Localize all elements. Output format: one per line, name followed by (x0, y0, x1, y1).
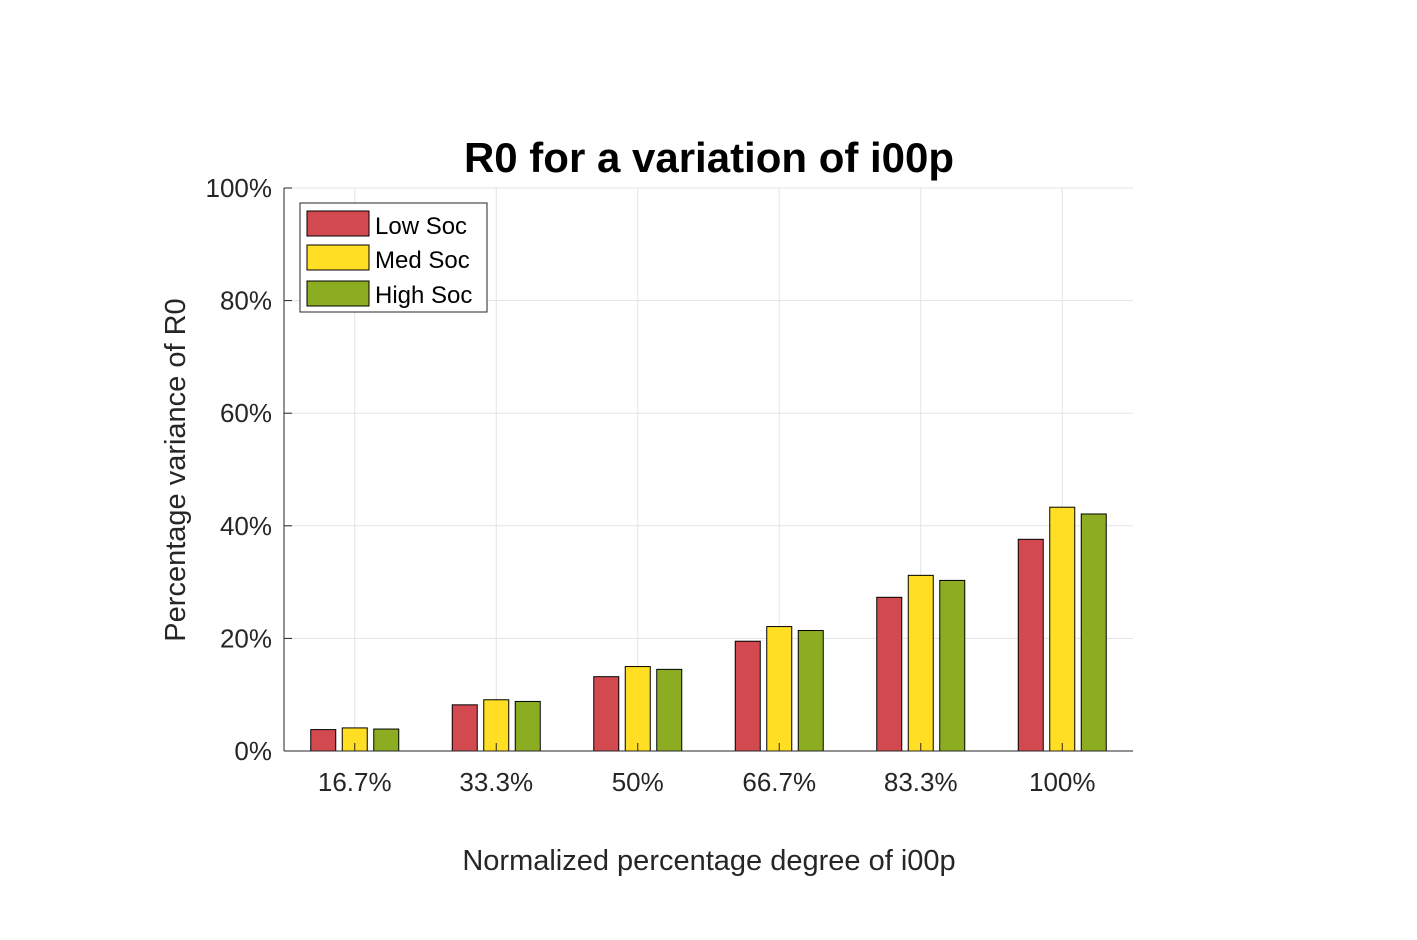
y-tick-label: 60% (220, 398, 272, 428)
bar-low-soc-83-3 (876, 596, 903, 752)
bar-high-soc-16-7 (373, 728, 400, 752)
axes (283, 188, 1133, 752)
x-tick-label: 66.7% (742, 767, 816, 797)
bar-low-soc-66-7 (734, 640, 761, 752)
x-tick-label: 100% (1029, 767, 1096, 797)
bar-high-soc-66-7 (797, 630, 824, 752)
legend-swatch-med-soc (306, 244, 370, 271)
bar-med-soc-50 (624, 666, 651, 752)
y-tick-label: 20% (220, 623, 272, 653)
legend-label-low-soc: Low Soc (375, 213, 467, 240)
y-ticks: 0% 20% 40% 60% 80% 100% (206, 173, 292, 766)
bar-low-soc-33-3 (451, 704, 478, 752)
x-axis-label: Normalized percentage degree of i00p (462, 845, 955, 877)
y-tick-label: 0% (234, 736, 272, 766)
bar-low-soc-100 (1017, 538, 1044, 752)
x-tick-label: 83.3% (884, 767, 958, 797)
bar-med-soc-33-3 (483, 699, 510, 752)
bar-med-soc-100 (1049, 506, 1076, 752)
bar-low-soc-50 (593, 676, 620, 752)
legend-swatch-high-soc (306, 280, 370, 307)
bar-low-soc-16-7 (310, 729, 337, 752)
bar-med-soc-83-3 (907, 574, 934, 752)
bar-high-soc-83-3 (939, 579, 966, 752)
bar-high-soc-33-3 (514, 700, 541, 752)
y-tick-label: 40% (220, 511, 272, 541)
y-tick-label: 100% (206, 173, 273, 203)
legend-label-med-soc: Med Soc (375, 247, 470, 274)
x-tick-label: 16.7% (318, 767, 392, 797)
x-tick-label: 33.3% (459, 767, 533, 797)
x-tick-label: 50% (612, 767, 664, 797)
bar-med-soc-66-7 (766, 626, 793, 752)
legend-label-high-soc: High Soc (375, 282, 472, 309)
y-tick-label: 80% (220, 286, 272, 316)
bar-high-soc-100 (1080, 513, 1107, 752)
chart-title: R0 for a variation of i00p (464, 134, 954, 181)
x-ticks: 16.7% 33.3% 50% 66.7% 83.3% 100% (318, 743, 1096, 797)
legend: Low Soc Med Soc High Soc (299, 202, 488, 313)
bar-high-soc-50 (656, 668, 683, 752)
legend-swatch-low-soc (306, 210, 370, 237)
y-axis-label: Percentage variance of R0 (160, 298, 192, 641)
